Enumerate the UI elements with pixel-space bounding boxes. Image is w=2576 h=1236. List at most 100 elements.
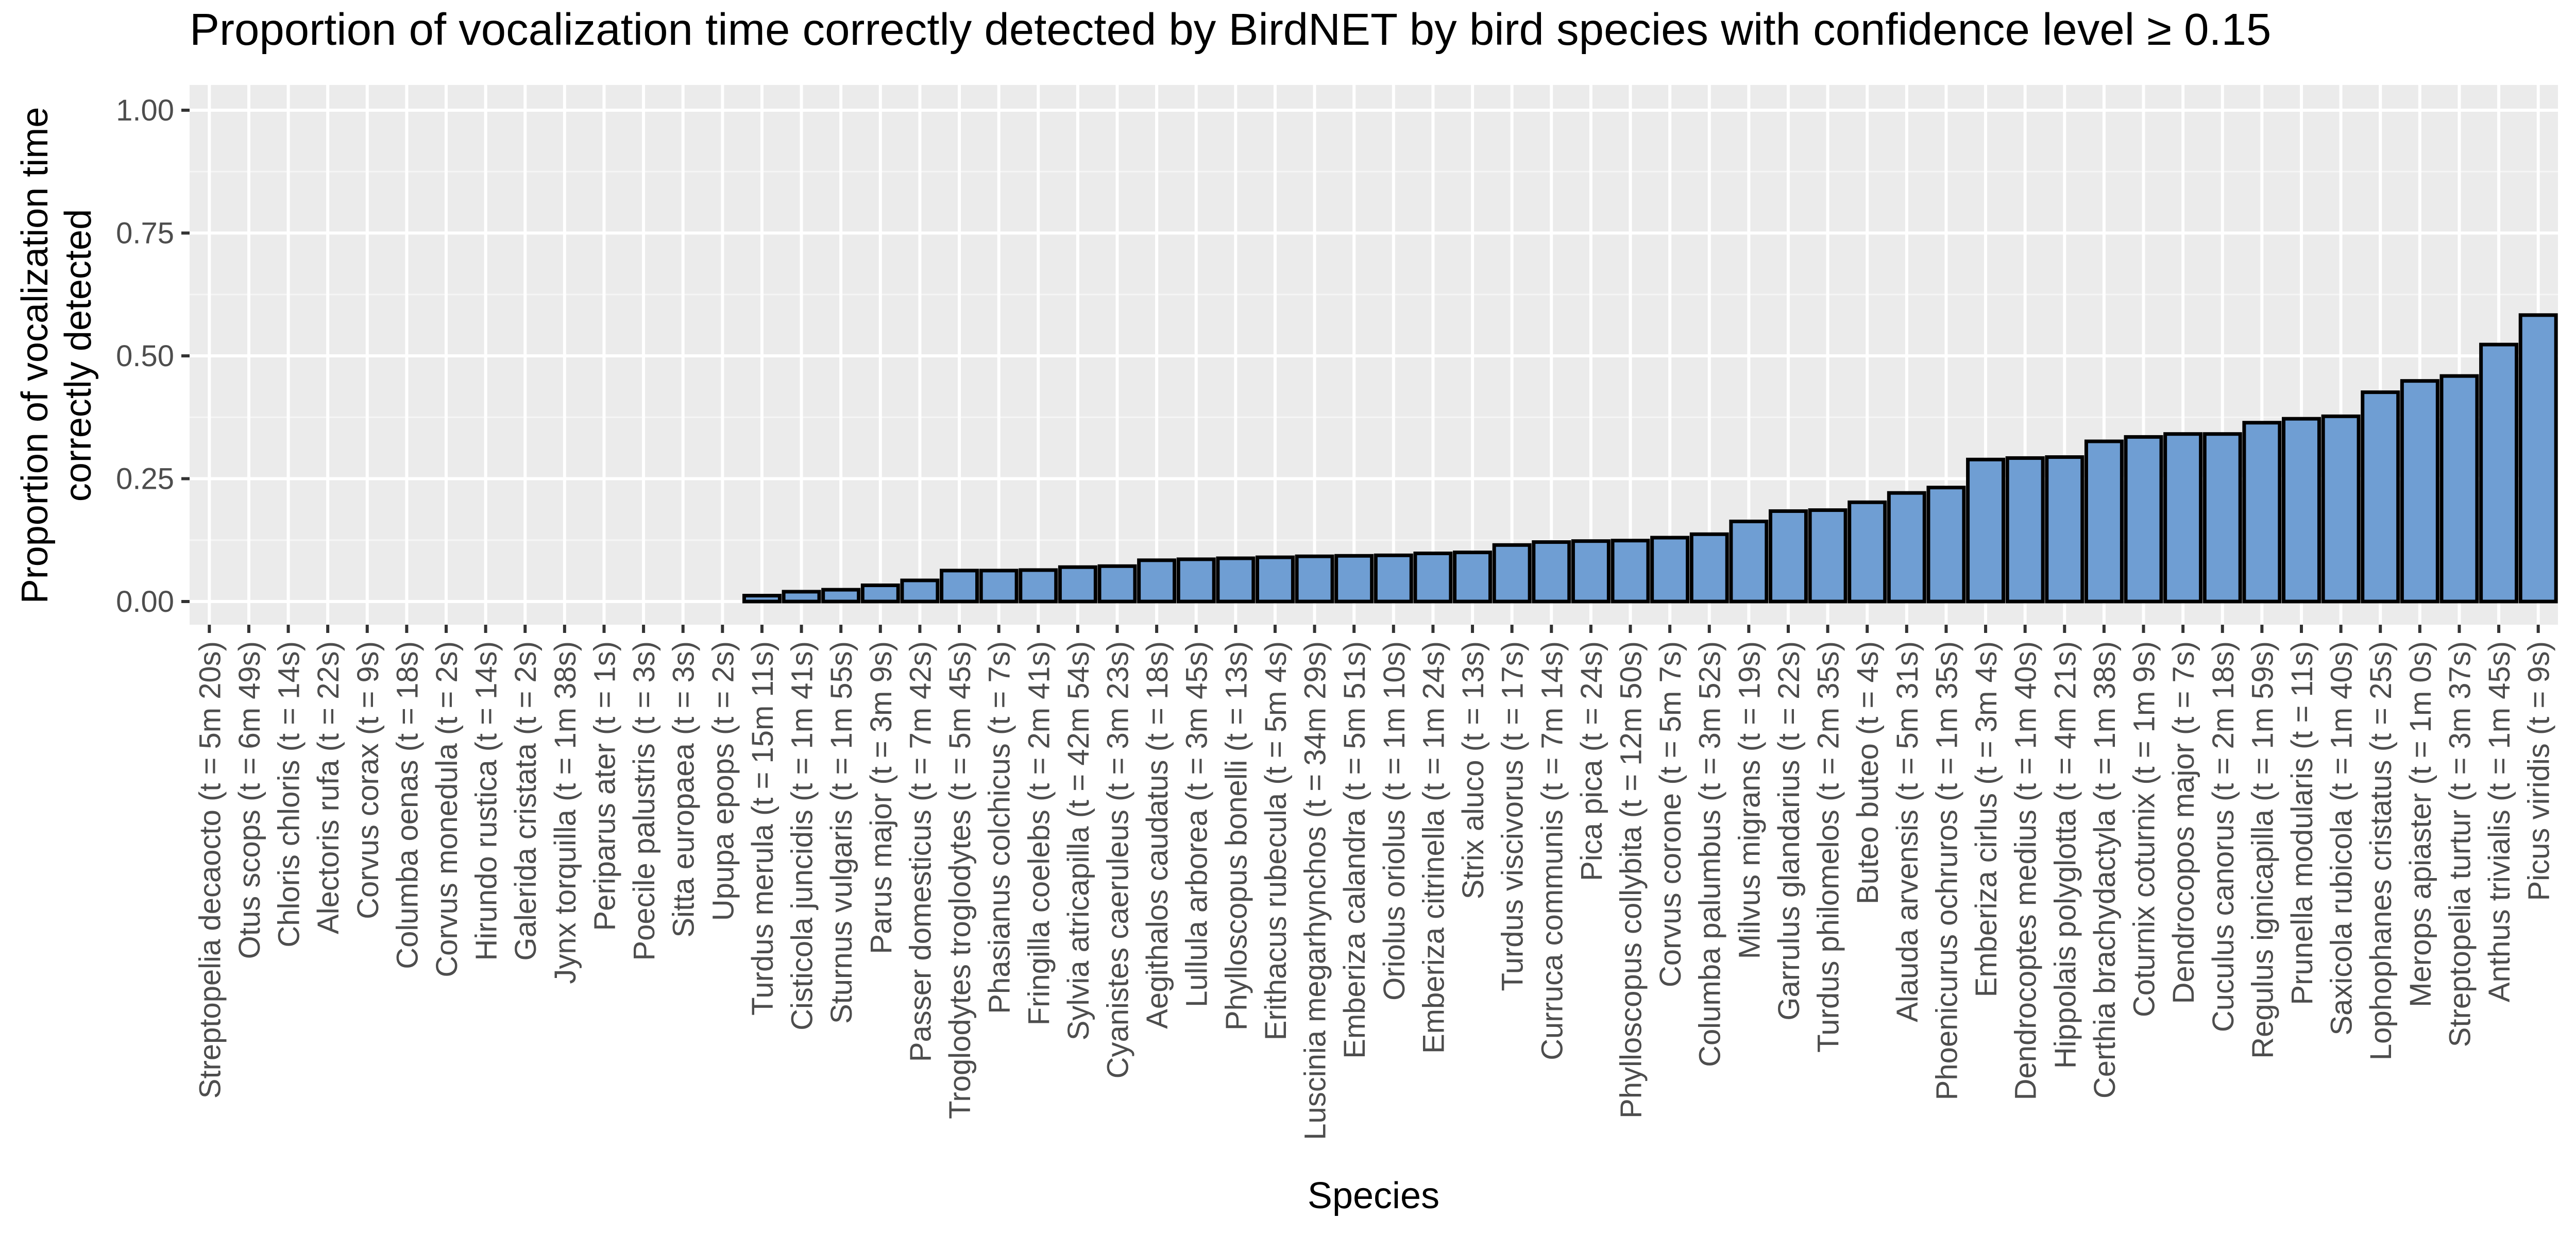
x-tick-label: Cyanistes caeruleus (t = 3m 23s) — [1101, 641, 1134, 1078]
x-tick-label: Emberiza cirlus (t = 3m 4s) — [1970, 641, 2003, 997]
bar — [1255, 555, 1295, 604]
x-tick-label: Fringilla coelebs (t = 2m 41s) — [1022, 641, 1056, 1025]
bar — [1019, 568, 1058, 604]
x-tick-label: Prunella modularis (t = 11s) — [2285, 641, 2319, 1005]
x-tick-label: Alectoris rufa (t = 22s) — [312, 641, 345, 934]
bars — [742, 313, 2558, 604]
x-tick-label: Turdus philomelos (t = 2m 35s) — [1812, 641, 1845, 1053]
chart-title: Proportion of vocalization time correctl… — [190, 5, 2272, 55]
x-tick-label: Saxicola rubicola (t = 1m 40s) — [2325, 641, 2359, 1036]
x-tick-label: Hippolais polyglotta (t = 4m 21s) — [2048, 641, 2082, 1069]
x-tick-label: Phylloscopus collybita (t = 12m 50s) — [1615, 641, 1648, 1119]
x-tick-label: Luscinia megarhynchos (t = 34m 29s) — [1299, 641, 1332, 1140]
bar — [1966, 457, 2006, 604]
x-tick-label: Milvus migrans (t = 19s) — [1733, 641, 1766, 959]
bar — [1689, 532, 1729, 604]
y-tick-label: 0.50 — [116, 339, 174, 373]
y-axis-title-line-1: Proportion of vocalization time — [14, 107, 56, 604]
bar — [1729, 519, 1769, 604]
bar — [1611, 539, 1650, 604]
bar — [2439, 374, 2479, 604]
x-tick-label: Troglodytes troglodytes (t = 5m 45s) — [943, 641, 977, 1119]
x-tick-label: Jynx torquilla (t = 1m 38s) — [549, 641, 582, 984]
y-tick-label: 1.00 — [116, 94, 174, 127]
x-tick-label: Galerida cristata (t = 2s) — [509, 641, 543, 961]
bar — [2400, 379, 2439, 604]
x-tick-label: Otus scops (t = 6m 49s) — [233, 641, 266, 959]
x-tick-label: Regulus ignicapilla (t = 1m 59s) — [2246, 641, 2279, 1059]
bar — [1374, 553, 1413, 604]
bar — [1453, 551, 1493, 604]
x-tick-label: Poecile palustris (t = 3s) — [628, 641, 661, 961]
x-tick-label: Passer domesticus (t = 7m 42s) — [904, 641, 937, 1062]
bar — [1334, 554, 1374, 604]
bar — [2479, 342, 2519, 604]
x-tick-label: Emberiza calandra (t = 5m 51s) — [1338, 641, 1371, 1059]
bar — [940, 569, 979, 604]
x-tick-label: Periparus ater (t = 1s) — [588, 641, 621, 931]
x-tick-label: Turdus viscivorus (t = 17s) — [1496, 641, 1530, 991]
bar — [782, 590, 821, 604]
x-tick-label: Cisticola juncidis (t = 1m 41s) — [786, 641, 819, 1031]
bar — [2202, 432, 2242, 604]
bar — [1532, 540, 1571, 604]
x-tick-label: Merops apiaster (t = 1m 0s) — [2404, 641, 2437, 1007]
x-tick-label: Phylloscopus bonelli (t = 13s) — [1219, 641, 1253, 1031]
x-tick-label: Turdus merula (t = 15m 11s) — [746, 641, 779, 1016]
bar — [860, 583, 900, 604]
bar — [1848, 500, 1887, 604]
x-tick-label: Emberiza citrinella (t = 1m 24s) — [1417, 641, 1450, 1054]
bar — [1295, 554, 1334, 604]
bar — [2163, 432, 2203, 604]
bar — [1650, 536, 1690, 604]
bar — [742, 594, 782, 604]
x-tick-label: Certhia brachydactyla (t = 1m 38s) — [2088, 641, 2122, 1098]
x-tick-label: Hirundo rustica (t = 14s) — [470, 641, 503, 961]
x-tick-label: Oriolus oriolus (t = 1m 10s) — [1378, 641, 1411, 1001]
x-tick-label: Upupa epops (t = 2s) — [706, 641, 740, 921]
y-tick-label: 0.25 — [116, 462, 174, 496]
x-tick-label: Coturnix coturnix (t = 1m 9s) — [2128, 641, 2161, 1017]
bar — [1768, 509, 1808, 604]
x-tick-label: Picus viridis (t = 9s) — [2522, 641, 2556, 901]
bar — [2084, 439, 2124, 604]
minor-gridlines — [190, 170, 2558, 541]
y-axis-title-line-2: correctly detected — [58, 209, 99, 502]
bar — [1097, 564, 1137, 604]
x-tick-label: Aegithalos caudatus (t = 18s) — [1141, 641, 1174, 1029]
x-tick-label: Corvus corone (t = 5m 7s) — [1654, 641, 1687, 987]
bar — [1176, 557, 1216, 604]
bar — [1926, 486, 1966, 604]
bar — [2242, 421, 2282, 604]
y-tick-label: 0.00 — [116, 585, 174, 619]
bar — [2124, 435, 2163, 604]
bar — [900, 578, 940, 604]
bar — [2361, 390, 2400, 604]
bar — [2518, 313, 2558, 604]
x-tick-label: Phoenicurus ochruros (t = 1m 35s) — [1930, 641, 1963, 1100]
bar — [1216, 556, 1256, 604]
bar — [2321, 414, 2361, 604]
x-axis-title: Species — [1308, 1175, 1439, 1216]
x-tick-label: Dendrocoptes medius (t = 1m 40s) — [2009, 641, 2043, 1100]
x-tick-label: Sylvia atricapilla (t = 42m 54s) — [1062, 641, 1095, 1040]
x-tick-label: Sturnus vulgaris (t = 1m 55s) — [825, 641, 858, 1024]
x-tick-label: Sitta europaea (t = 3s) — [667, 641, 701, 938]
bar — [2282, 417, 2321, 604]
x-tick-label: Columba palumbus (t = 3m 52s) — [1693, 641, 1727, 1067]
x-tick-label: Corvus corax (t = 9s) — [351, 641, 385, 919]
y-tick-label: 0.75 — [116, 217, 174, 250]
y-axis: 0.00 0.25 0.50 0.75 1.00 — [116, 94, 190, 619]
bar — [821, 588, 861, 604]
x-axis: Streptopelia decaocto (t = 5m 20s) Otus s… — [193, 625, 2556, 1140]
bar — [1887, 491, 1926, 604]
x-tick-label: Buteo buteo (t = 4s) — [1851, 641, 1885, 904]
bar — [2045, 455, 2084, 604]
x-tick-label: Chloris chloris (t = 14s) — [273, 641, 306, 948]
x-tick-label: Pica pica (t = 24s) — [1575, 641, 1608, 881]
x-tick-label: Curruca communis (t = 7m 14s) — [1535, 641, 1569, 1060]
bar — [1571, 539, 1611, 604]
x-tick-label: Garrulus glandarius (t = 22s) — [1772, 641, 1806, 1021]
bar — [1413, 552, 1453, 604]
